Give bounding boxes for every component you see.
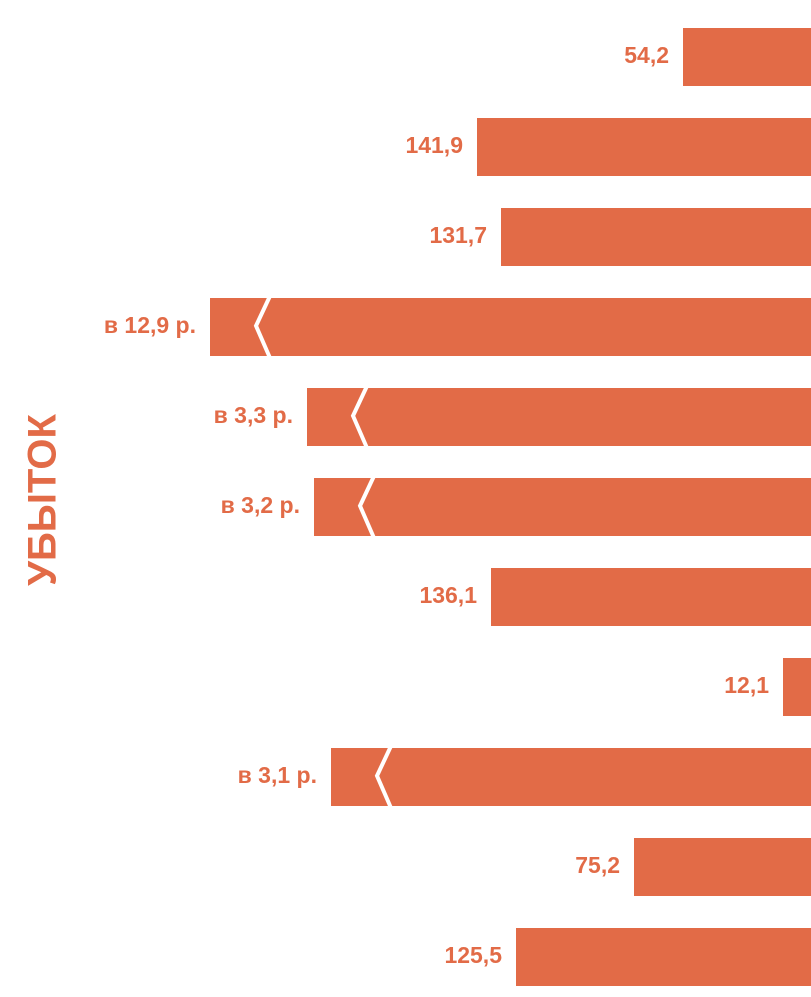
labels-layer: 54,2 141,9 131,7 в 12,9 р. в 3,3 р. в 3,2 р. 1… <box>104 42 769 968</box>
side-label-loss: УБЫТОК <box>21 414 65 586</box>
break-mark-4 <box>253 295 272 359</box>
bar-11 <box>516 928 811 986</box>
bar-label-9: в 3,1 р. <box>238 762 317 788</box>
break-mark-9 <box>374 745 393 809</box>
bar-1 <box>683 28 811 86</box>
bar-9 <box>331 748 811 806</box>
bar-6 <box>314 478 811 536</box>
bar-label-5: в 3,3 р. <box>214 402 293 428</box>
bar-label-1: 54,2 <box>624 42 669 68</box>
bar-label-10: 75,2 <box>575 852 620 878</box>
bar-label-4: в 12,9 р. <box>104 312 196 338</box>
bar-3 <box>501 208 811 266</box>
bar-4 <box>210 298 811 356</box>
break-mark-6 <box>357 475 376 539</box>
bar-2 <box>477 118 811 176</box>
bar-label-6: в 3,2 р. <box>221 492 300 518</box>
bar-label-8: 12,1 <box>724 672 769 698</box>
break-mark-5 <box>350 385 369 449</box>
bar-label-3: 131,7 <box>429 222 487 248</box>
bar-8 <box>783 658 811 716</box>
bar-label-7: 136,1 <box>419 582 477 608</box>
bar-label-11: 125,5 <box>444 942 502 968</box>
bar-7 <box>491 568 811 626</box>
bar-10 <box>634 838 811 896</box>
bar-5 <box>307 388 811 446</box>
bar-label-2: 141,9 <box>405 132 463 158</box>
bars-layer <box>210 28 811 986</box>
